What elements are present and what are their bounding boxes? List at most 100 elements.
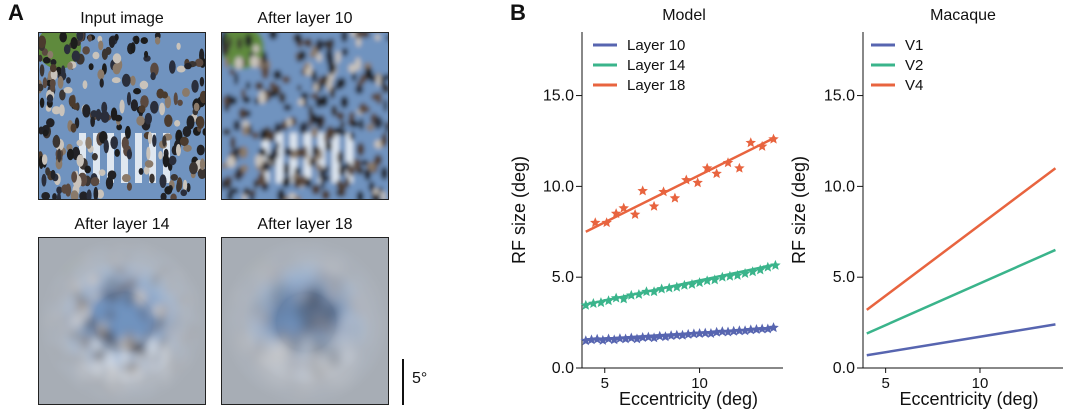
x-axis-label: Eccentricity (deg)	[619, 389, 758, 409]
data-point	[671, 281, 683, 292]
data-point	[756, 323, 768, 334]
y-tick-label: 10.0	[543, 178, 574, 195]
crowd-image-input	[38, 32, 206, 200]
y-tick-label: 10.0	[824, 178, 855, 195]
data-point	[694, 277, 705, 288]
data-point	[762, 323, 774, 334]
data-point	[664, 282, 675, 293]
data-point	[629, 209, 641, 219]
data-point	[686, 278, 698, 289]
data-point	[717, 271, 728, 282]
data-point	[591, 333, 603, 344]
legend-label: Layer 14	[627, 57, 685, 74]
fit-line-v2	[866, 248, 1056, 335]
data-point	[648, 286, 660, 297]
fit-line-layer-18	[585, 136, 776, 233]
crowd-image-graphic	[222, 33, 388, 199]
image-title-input: Input image	[80, 10, 164, 27]
data-point	[694, 327, 705, 338]
data-point	[705, 327, 717, 338]
image-title-layer18: After layer 18	[257, 216, 353, 233]
data-point	[603, 295, 614, 306]
data-point	[588, 298, 599, 308]
data-point	[734, 325, 745, 336]
y-tick-label: 15.0	[824, 88, 855, 105]
x-tick-label: 10	[691, 375, 708, 392]
data-point	[654, 330, 665, 341]
chart-title: Macaque	[930, 7, 996, 24]
crowd-image-graphic	[222, 238, 388, 404]
data-point	[656, 283, 667, 294]
crowd-image-layer10	[221, 32, 389, 200]
legend-label: V4	[905, 77, 923, 94]
data-point	[747, 266, 758, 277]
data-point	[671, 329, 683, 340]
data-point	[700, 327, 711, 338]
data-point	[626, 332, 637, 343]
data-point	[610, 208, 622, 219]
data-point	[648, 332, 660, 343]
x-tick-label: 5	[881, 375, 889, 392]
x-tick-label: 5	[601, 375, 609, 392]
data-point	[768, 133, 779, 144]
data-point	[631, 333, 643, 344]
data-point	[677, 329, 688, 340]
data-point	[590, 217, 601, 228]
y-tick-label: 0.0	[552, 360, 574, 377]
scale-bar	[402, 359, 404, 405]
data-point	[618, 202, 629, 213]
fit-line-v1	[866, 323, 1056, 357]
data-point	[722, 326, 734, 337]
data-point	[618, 293, 629, 304]
data-point	[633, 288, 645, 299]
data-point	[728, 325, 739, 336]
data-point	[734, 162, 745, 173]
data-point	[711, 168, 722, 179]
y-tick-label: 0.0	[833, 360, 855, 377]
data-point	[610, 292, 622, 303]
data-point	[770, 259, 781, 270]
panel-b-letter: B	[510, 0, 526, 25]
data-point	[626, 289, 637, 300]
data-point	[732, 269, 743, 280]
legend-label: V2	[905, 57, 923, 74]
data-point	[751, 324, 762, 334]
data-point	[688, 328, 700, 339]
crowd-image-graphic	[39, 33, 205, 199]
data-point	[768, 322, 779, 333]
data-point	[637, 331, 648, 342]
data-point	[614, 333, 626, 344]
crowd-image-layer14	[38, 237, 206, 405]
data-point	[658, 186, 669, 197]
data-point	[711, 326, 722, 337]
scale-bar-label: 5°	[412, 370, 428, 387]
legend-label: V1	[905, 37, 923, 54]
data-point	[641, 286, 652, 297]
data-point	[643, 331, 654, 342]
data-point	[739, 325, 751, 336]
data-point	[601, 217, 612, 228]
x-tick-label: 10	[972, 375, 989, 392]
data-point	[692, 177, 703, 188]
legend-label: Layer 18	[627, 77, 685, 94]
data-point	[620, 333, 631, 344]
data-point	[595, 297, 607, 308]
y-axis-label: RF size (deg)	[789, 156, 809, 264]
data-point	[580, 299, 592, 310]
data-point	[701, 162, 713, 173]
data-point	[701, 275, 713, 286]
data-point	[681, 174, 692, 185]
data-point	[755, 264, 766, 275]
crowd-image-graphic	[39, 238, 205, 404]
data-point	[609, 334, 620, 345]
x-axis-label: Eccentricity (deg)	[899, 389, 1038, 409]
data-point	[724, 270, 736, 281]
fit-line-v4	[866, 167, 1057, 311]
data-point	[580, 335, 592, 346]
data-point	[669, 192, 681, 203]
data-point	[756, 140, 768, 151]
y-tick-label: 5.0	[552, 269, 574, 286]
data-point	[679, 279, 690, 290]
